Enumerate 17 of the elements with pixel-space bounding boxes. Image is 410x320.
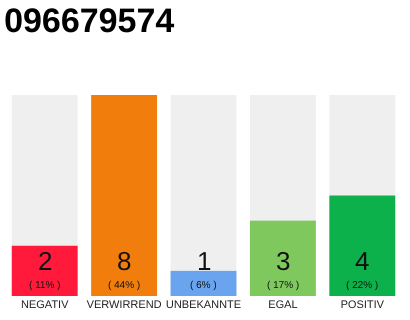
annotation: ( 17% ) [267,280,300,291]
annotation: ( 44% ) [108,280,140,291]
annotation: ( 22% ) [346,280,378,291]
x-tick-label: UNBEKANNTE [166,299,242,311]
x-tick-label: VERWIRREND [86,299,162,311]
annotation: ( 6% ) [190,280,217,291]
chart-title: 096679574 [4,2,174,40]
x-tick-label: NEGATIV [20,299,70,311]
data-label: 4 [355,246,370,276]
data-label: 8 [117,246,132,276]
data-label: 1 [197,246,212,276]
data-label: 3 [276,246,290,276]
data-label: 2 [38,246,52,276]
annotation: ( 11% ) [29,280,60,291]
x-tick-label: POSITIV [340,299,385,311]
bar [170,270,236,296]
x-tick-label: EGAL [268,299,298,311]
